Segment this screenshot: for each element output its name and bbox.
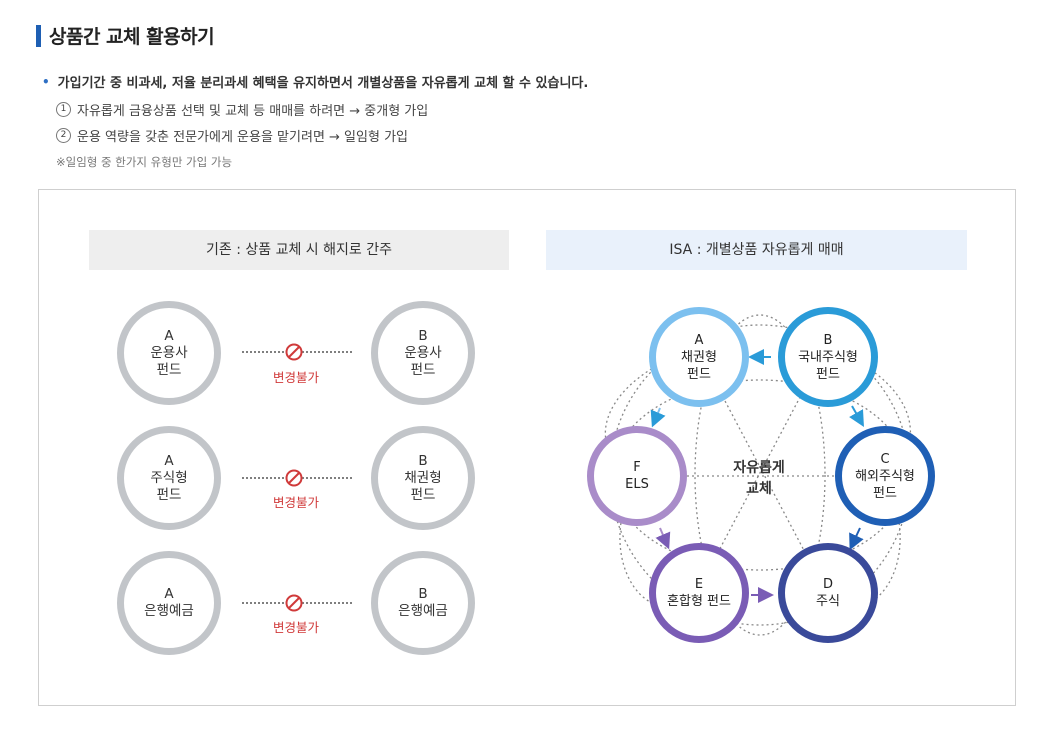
number-circle-icon: 1: [56, 102, 71, 117]
page-title-block: 상품간 교체 활용하기: [36, 22, 215, 49]
node-label: 은행예금: [398, 603, 448, 619]
node-label: 주식형: [150, 469, 188, 486]
node-letter: A: [164, 586, 174, 602]
node-label: 운용사: [404, 344, 442, 361]
title-accent-bar: [36, 24, 41, 47]
status-no-change: 변경불가: [272, 620, 319, 635]
node-label: 펀드: [687, 366, 711, 382]
status-no-change: 변경불가: [272, 495, 319, 510]
node-label: 펀드: [156, 486, 182, 503]
intro-item-1: 1 자유롭게 금융상품 선택 및 교체 등 매매를 하려면 → 중개형 가입: [56, 100, 428, 119]
node-b-domestic-equity-fund: B 국내주식형 펀드: [778, 307, 878, 407]
arrow-a-to-f: [650, 407, 666, 428]
intro-main: • 가입기간 중 비과세, 저율 분리과세 혜택을 유지하면서 개별상품을 자유…: [42, 72, 589, 92]
status-no-change: 변경불가: [272, 370, 319, 385]
left-row1-b-circle: B 운용사 펀드: [371, 301, 475, 405]
intro-item-text: 운용 역량을 갖춘 전문가에게 운용을 맡기려면 → 일임형 가입: [77, 130, 408, 145]
node-label: 은행예금: [144, 603, 194, 619]
center-label-line: 자유롭게: [733, 460, 785, 476]
node-letter: A: [164, 452, 174, 469]
diagram-frame: [38, 189, 1016, 706]
arrow-d-to-c: [849, 527, 864, 551]
node-label: 펀드: [410, 361, 436, 378]
node-e-hybrid-fund: E 혼합형 펀드: [649, 543, 749, 643]
left-panel-header: 기존 : 상품 교체 시 해지로 간주: [89, 230, 509, 270]
node-letter: B: [823, 332, 833, 348]
node-label: 주식: [816, 594, 840, 609]
center-label: 자유롭게 교체: [719, 458, 799, 500]
arrow-c-to-b: [849, 405, 864, 427]
node-label: 펀드: [873, 485, 897, 501]
node-label: ELS: [625, 477, 649, 492]
orbit-line: [694, 314, 826, 636]
node-letter: A: [164, 327, 174, 344]
prohibited-icon: [285, 469, 303, 487]
node-label: 펀드: [410, 486, 436, 503]
left-row3-a-circle: A 은행예금: [117, 551, 221, 655]
node-letter: C: [880, 451, 890, 467]
right-panel-header: ISA : 개별상품 자유롭게 매매: [546, 230, 967, 270]
node-letter: E: [694, 577, 704, 592]
left-row1-a-circle: A 운용사 펀드: [117, 301, 221, 405]
prohibited-icon: [285, 343, 303, 361]
intro-note: ※일임형 중 한가지 유형만 가입 가능: [56, 155, 233, 169]
bullet-icon: •: [42, 74, 50, 89]
node-f-els: F ELS: [587, 426, 687, 526]
node-letter: F: [633, 460, 641, 475]
node-label: 해외주식형: [855, 468, 915, 484]
node-label: 운용사: [150, 344, 188, 361]
node-letter: D: [822, 577, 833, 592]
node-a-bond-fund: A 채권형 펀드: [649, 307, 749, 407]
node-d-stock: D 주식: [778, 543, 878, 643]
node-label: 펀드: [816, 366, 840, 382]
node-label: 국내주식형: [798, 349, 858, 365]
number-circle-icon: 2: [56, 128, 71, 143]
left-row2-b-circle: B 채권형 펀드: [371, 426, 475, 530]
intro-main-text: 가입기간 중 비과세, 저율 분리과세 혜택을 유지하면서 개별상품을 자유롭게…: [57, 76, 589, 91]
node-c-overseas-equity-fund: C 해외주식형 펀드: [835, 426, 935, 526]
node-label: 채권형: [404, 469, 442, 486]
node-letter: B: [418, 452, 428, 469]
node-letter: A: [694, 332, 704, 348]
node-label: 펀드: [156, 361, 182, 378]
left-row2-a-circle: A 주식형 펀드: [117, 426, 221, 530]
left-row3-b-circle: B 은행예금: [371, 551, 475, 655]
node-label: 혼합형 펀드: [667, 594, 731, 609]
prohibited-icon: [285, 594, 303, 612]
intro-item-2: 2 운용 역량을 갖춘 전문가에게 운용을 맡기려면 → 일임형 가입: [56, 126, 408, 145]
intro-item-text: 자유롭게 금융상품 선택 및 교체 등 매매를 하려면 → 중개형 가입: [77, 104, 429, 119]
node-letter: B: [418, 586, 428, 602]
node-label: 채권형: [681, 349, 717, 365]
arrow-f-to-e: [655, 527, 671, 550]
center-label-line: 교체: [746, 481, 772, 497]
node-letter: B: [418, 327, 428, 344]
page-title: 상품간 교체 활용하기: [49, 26, 215, 48]
